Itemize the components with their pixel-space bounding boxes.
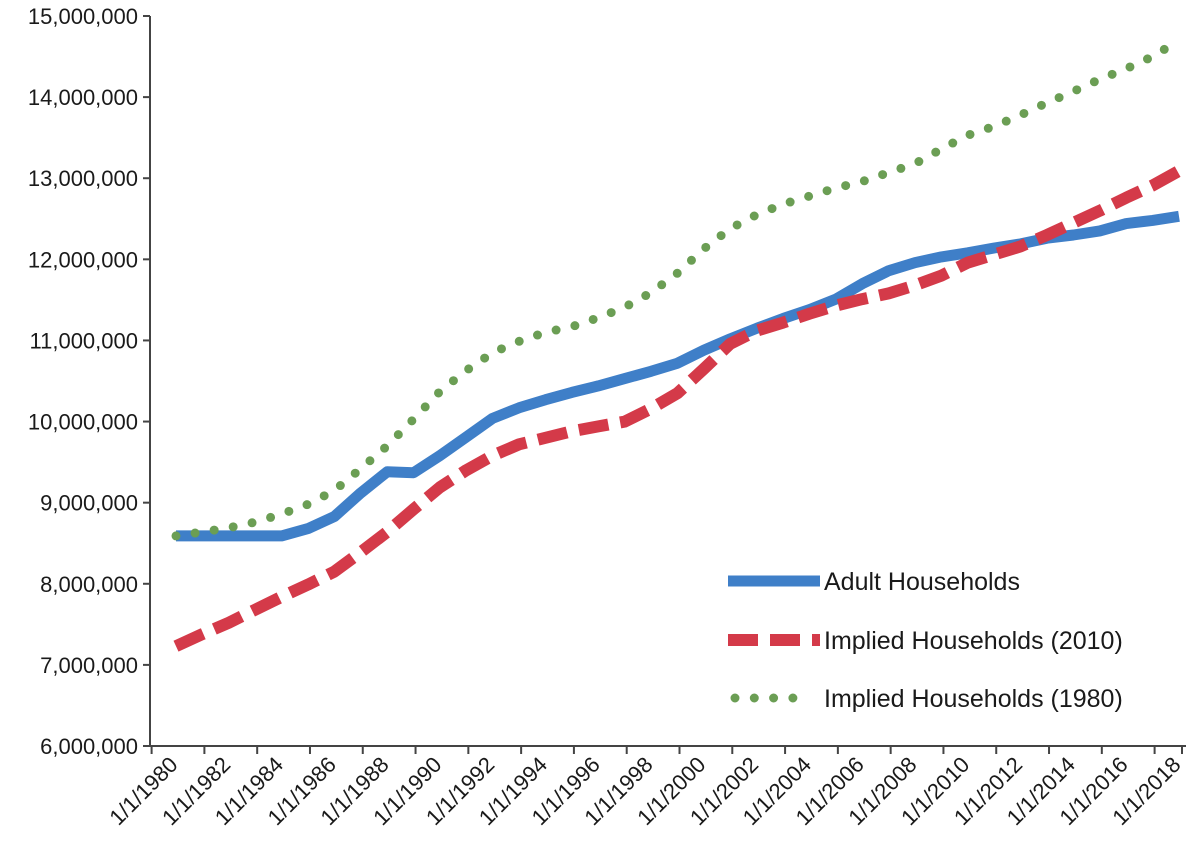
legend: Adult Households Implied Households (201… bbox=[728, 568, 1123, 713]
legend-label-adult-households: Adult Households bbox=[824, 568, 1020, 596]
legend-item-implied-households-2010: Implied Households (2010) bbox=[728, 627, 1123, 655]
y-tick-label: 6,000,000 bbox=[40, 734, 138, 759]
y-tick-label: 11,000,000 bbox=[30, 328, 138, 353]
y-tick-label: 13,000,000 bbox=[28, 166, 138, 191]
y-tick-label: 12,000,000 bbox=[28, 247, 138, 272]
y-tick-label: 15,000,000 bbox=[28, 4, 138, 29]
series-line-implied-households-2010 bbox=[173, 165, 1182, 652]
legend-item-implied-households-1980: Implied Households (1980) bbox=[730, 685, 1123, 713]
y-tick-label: 10,000,000 bbox=[28, 410, 138, 435]
x-axis-ticks: 1/1/19801/1/19821/1/19841/1/19861/1/1988… bbox=[104, 746, 1186, 830]
y-axis-ticks: 6,000,000 7,000,000 8,000,000 9,000,000 10,0… bbox=[28, 4, 150, 759]
y-tick-label: 9,000,000 bbox=[40, 491, 138, 516]
legend-item-adult-households: Adult Households bbox=[728, 568, 1020, 596]
legend-label-implied-households-1980: Implied Households (1980) bbox=[824, 685, 1123, 713]
series-line-adult-households bbox=[176, 210, 1180, 542]
y-tick-label: 8,000,000 bbox=[40, 572, 138, 597]
y-tick-label: 7,000,000 bbox=[40, 653, 138, 678]
y-tick-label: 14,000,000 bbox=[28, 85, 138, 110]
series-line-implied-households-1980 bbox=[171, 35, 1184, 541]
legend-label-implied-households-2010: Implied Households (2010) bbox=[824, 627, 1123, 655]
series-layer bbox=[171, 35, 1184, 652]
